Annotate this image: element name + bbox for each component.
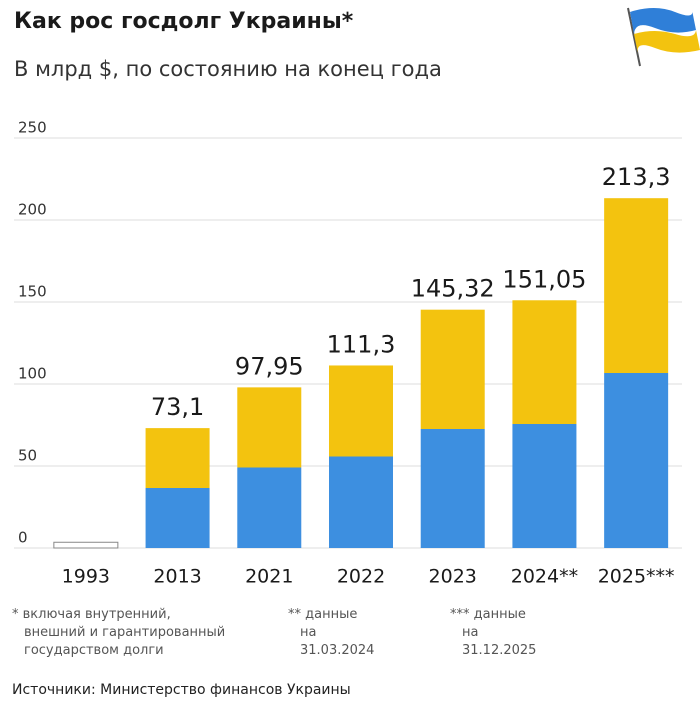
x-tick-label: 2023 — [429, 566, 477, 588]
bar — [604, 198, 669, 549]
bar — [512, 300, 577, 548]
y-tick-label: 0 — [18, 529, 28, 547]
y-tick-label: 250 — [18, 119, 47, 137]
x-tick-label: 1993 — [62, 566, 110, 588]
bar — [420, 309, 485, 548]
bar — [329, 365, 393, 548]
value-label: 145,32 — [411, 275, 495, 303]
footnote: * включая внутренний, внешний и гарантиро… — [12, 607, 225, 658]
y-tick-label: 100 — [18, 365, 47, 383]
y-tick-label: 150 — [18, 283, 47, 301]
bar — [145, 428, 210, 548]
value-label: 151,05 — [502, 265, 586, 293]
footnote: ** данные на 31.03.2024 — [288, 607, 374, 658]
x-tick-label: 2013 — [153, 566, 201, 588]
x-tick-label: 2025*** — [598, 566, 675, 588]
value-label: 213,3 — [602, 163, 671, 191]
chart-subtitle: В млрд $, по состоянию на конец года — [14, 57, 442, 81]
value-label: 111,3 — [327, 330, 396, 358]
source: Источники: Министерство финансов Украины — [12, 682, 351, 698]
bar — [53, 541, 119, 549]
chart-title: Как рос госдолг Украины* — [14, 9, 354, 34]
x-tick-label: 2022 — [337, 566, 385, 588]
value-label: 73,1 — [151, 393, 204, 421]
flag — [627, 7, 700, 67]
footnote: *** данные на 31.12.2025 — [450, 607, 536, 658]
y-tick-label: 200 — [18, 201, 47, 219]
x-tick-label: 2024** — [511, 566, 578, 588]
y-tick-label: 50 — [18, 447, 37, 465]
x-tick-label: 2021 — [245, 566, 293, 588]
value-label: 97,95 — [235, 352, 304, 380]
bar — [237, 387, 302, 548]
